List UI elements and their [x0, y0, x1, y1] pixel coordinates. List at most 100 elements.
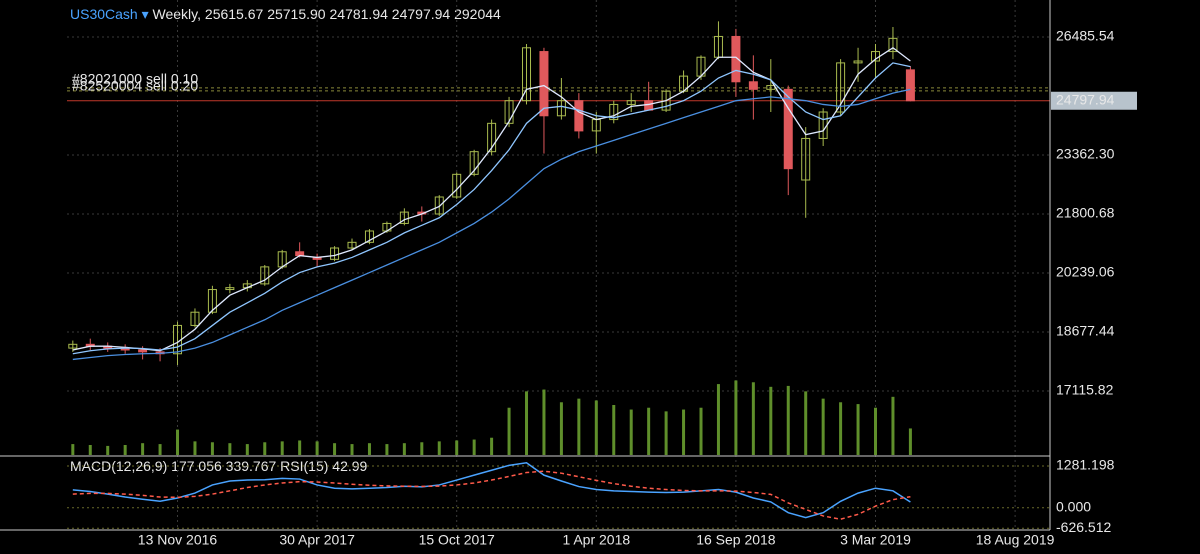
- candle-body: [731, 35, 741, 83]
- volume-bar: [193, 441, 197, 455]
- candle-body: [190, 311, 200, 326]
- volume-bar: [420, 442, 424, 455]
- volume-bar: [856, 404, 860, 455]
- volume-bar: [263, 442, 267, 455]
- volume-bar: [525, 391, 529, 455]
- candle-body: [504, 100, 514, 124]
- volume-bar: [176, 429, 180, 455]
- candle-body: [661, 90, 671, 111]
- volume-bar: [298, 440, 302, 455]
- price-marker: [1051, 91, 1137, 110]
- volume-bar: [908, 428, 912, 455]
- volume-bar: [88, 445, 92, 455]
- y-tick-label: 0.000: [1056, 498, 1091, 514]
- y-tick-label: 17115.82: [1056, 382, 1114, 398]
- volume-bar: [804, 391, 808, 455]
- volume-bar: [769, 386, 773, 455]
- volume-bar: [664, 411, 668, 455]
- y-tick-label: -626.512: [1056, 519, 1111, 535]
- x-tick-label: 13 Nov 2016: [138, 532, 218, 548]
- volume-bar: [106, 445, 110, 455]
- y-tick-label: 23362.30: [1056, 146, 1115, 162]
- volume-bar: [210, 442, 214, 455]
- moving-average: [72, 62, 911, 355]
- candle-body: [68, 343, 78, 349]
- volume-bar: [682, 409, 686, 455]
- volume-bar: [437, 441, 441, 455]
- candle-body: [469, 151, 479, 175]
- volume-bar: [839, 402, 843, 455]
- volume-bar: [71, 444, 75, 455]
- x-tick-label: 18 Aug 2019: [976, 532, 1055, 548]
- volume-bar: [734, 380, 738, 455]
- low-value: 24781.94: [330, 6, 389, 22]
- candle-body: [347, 241, 357, 249]
- y-tick-label: 21800.68: [1056, 205, 1115, 221]
- volume-bar: [280, 441, 284, 455]
- y-tick-label: 1281.198: [1056, 457, 1115, 473]
- candle-body: [853, 60, 863, 64]
- candle-body: [836, 62, 846, 113]
- candle-body: [434, 196, 444, 215]
- macd-line: [72, 461, 911, 519]
- timeframe: Weekly,: [153, 6, 202, 22]
- volume-bar: [821, 398, 825, 455]
- volume-bar: [228, 443, 232, 455]
- volume-bar: [612, 405, 616, 455]
- candle-body: [748, 81, 758, 90]
- y-tick-label: 18677.44: [1056, 323, 1115, 339]
- candle-body: [207, 289, 217, 313]
- candle-body: [626, 100, 636, 105]
- open-value: 25615.67: [205, 6, 264, 22]
- chart-header: US30Cash ▾ Weekly, 25615.67 25715.90 247…: [70, 6, 501, 22]
- candle-body: [556, 100, 566, 117]
- candle-body: [888, 37, 898, 53]
- y-tick-label: 20239.06: [1056, 264, 1115, 280]
- volume-bar: [385, 444, 389, 455]
- volume-bar: [472, 439, 476, 455]
- dropdown-icon[interactable]: ▾: [138, 6, 153, 22]
- volume-bar: [141, 443, 145, 455]
- x-tick-label: 15 Oct 2017: [419, 532, 495, 548]
- volume-bar: [315, 441, 319, 455]
- candle-body: [225, 287, 235, 291]
- x-tick-label: 30 Apr 2017: [279, 532, 355, 548]
- macd-line: [72, 470, 911, 520]
- volume-bar: [786, 385, 790, 455]
- candle-body: [138, 349, 148, 353]
- y-tick-label: 26485.54: [1056, 28, 1115, 44]
- rsi-label: RSI(15): [280, 458, 328, 474]
- order-label: #82520004 sell 0.20: [72, 78, 198, 94]
- volume-bar: [577, 398, 581, 455]
- volume-bar: [402, 443, 406, 455]
- candle-body: [364, 230, 374, 243]
- symbol: US30Cash: [70, 6, 138, 22]
- volume-bar: [699, 407, 703, 455]
- volume-bar: [158, 444, 162, 455]
- macd-value: 177.056: [171, 458, 222, 474]
- price-marker-label: 24797.94: [1056, 91, 1115, 107]
- volume-bar: [123, 445, 127, 455]
- x-tick-label: 16 Sep 2018: [696, 532, 776, 548]
- candle-body: [522, 47, 532, 102]
- rsi-value: 42.99: [332, 458, 367, 474]
- candle-body: [539, 51, 549, 117]
- volume-bar: [507, 407, 511, 455]
- volume-bar: [716, 384, 720, 455]
- moving-average: [72, 88, 911, 361]
- volume-value: 292044: [454, 6, 501, 22]
- volume-bar: [891, 396, 895, 455]
- candle-body: [801, 137, 811, 181]
- order-label: #82021000 sell 0.10: [72, 71, 198, 87]
- candle-body: [609, 103, 619, 121]
- close-value: 24797.94: [392, 6, 451, 22]
- volume-bar: [490, 437, 494, 455]
- volume-bar: [367, 443, 371, 455]
- candle-body: [574, 100, 584, 132]
- volume-bar: [350, 444, 354, 455]
- candle-body: [487, 122, 497, 153]
- x-tick-label: 1 Apr 2018: [562, 532, 630, 548]
- volume-bar: [245, 444, 249, 455]
- x-tick-label: 3 Mar 2019: [840, 532, 911, 548]
